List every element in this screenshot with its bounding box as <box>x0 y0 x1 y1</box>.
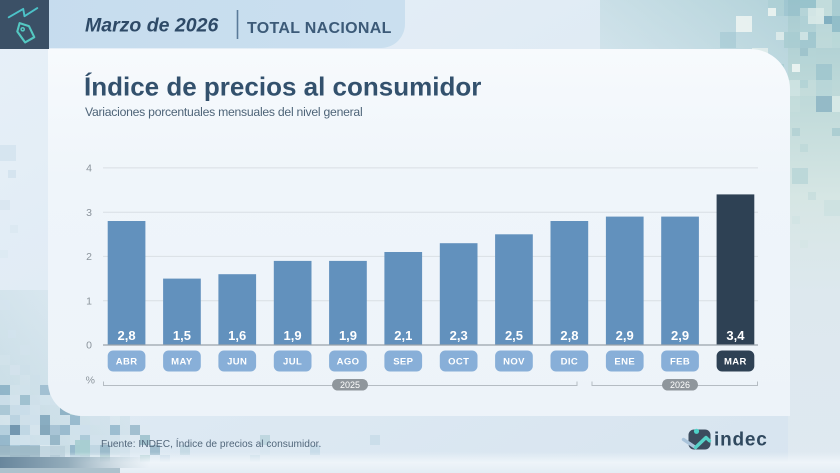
svg-text:2025: 2025 <box>340 380 360 390</box>
svg-text:AGO: AGO <box>337 357 360 368</box>
svg-text:Fuente: INDEC, Índice de preci: Fuente: INDEC, Índice de precios al cons… <box>101 437 321 450</box>
svg-text:NOV: NOV <box>503 357 525 368</box>
svg-text:2,3: 2,3 <box>450 328 468 343</box>
svg-text:2,8: 2,8 <box>560 328 578 343</box>
svg-text:MAY: MAY <box>171 357 193 368</box>
svg-text:JUL: JUL <box>283 357 302 368</box>
svg-text:indec: indec <box>714 430 768 451</box>
svg-text:2,5: 2,5 <box>505 328 523 343</box>
svg-text:JUN: JUN <box>227 357 247 368</box>
svg-text:1,9: 1,9 <box>339 328 357 343</box>
svg-text:%: % <box>86 375 95 387</box>
svg-text:2,9: 2,9 <box>671 328 689 343</box>
svg-text:TOTAL NACIONAL: TOTAL NACIONAL <box>247 20 392 37</box>
svg-text:1,9: 1,9 <box>284 328 302 343</box>
svg-text:FEB: FEB <box>670 357 690 368</box>
svg-text:2026: 2026 <box>670 380 690 390</box>
svg-text:ENE: ENE <box>614 357 635 368</box>
svg-text:OCT: OCT <box>448 357 469 368</box>
svg-text:ABR: ABR <box>116 357 138 368</box>
svg-text:2,1: 2,1 <box>394 328 412 343</box>
svg-text:Índice de precios al consumido: Índice de precios al consumidor <box>84 72 481 102</box>
svg-text:2,8: 2,8 <box>118 328 136 343</box>
svg-text:Variaciones porcentuales mensu: Variaciones porcentuales mensuales del n… <box>85 105 362 119</box>
svg-text:1,5: 1,5 <box>173 328 191 343</box>
svg-text:SEP: SEP <box>393 357 413 368</box>
svg-text:DIC: DIC <box>561 357 579 368</box>
svg-text:1: 1 <box>86 295 92 307</box>
svg-text:0: 0 <box>86 340 92 352</box>
svg-text:2: 2 <box>86 251 92 263</box>
svg-text:1,6: 1,6 <box>228 328 246 343</box>
svg-text:4: 4 <box>86 163 92 175</box>
svg-text:3: 3 <box>86 207 92 219</box>
svg-text:3,4: 3,4 <box>726 328 745 343</box>
svg-text:2,9: 2,9 <box>616 328 634 343</box>
svg-text:MAR: MAR <box>724 357 747 368</box>
svg-text:Marzo de 2026: Marzo de 2026 <box>85 15 218 37</box>
